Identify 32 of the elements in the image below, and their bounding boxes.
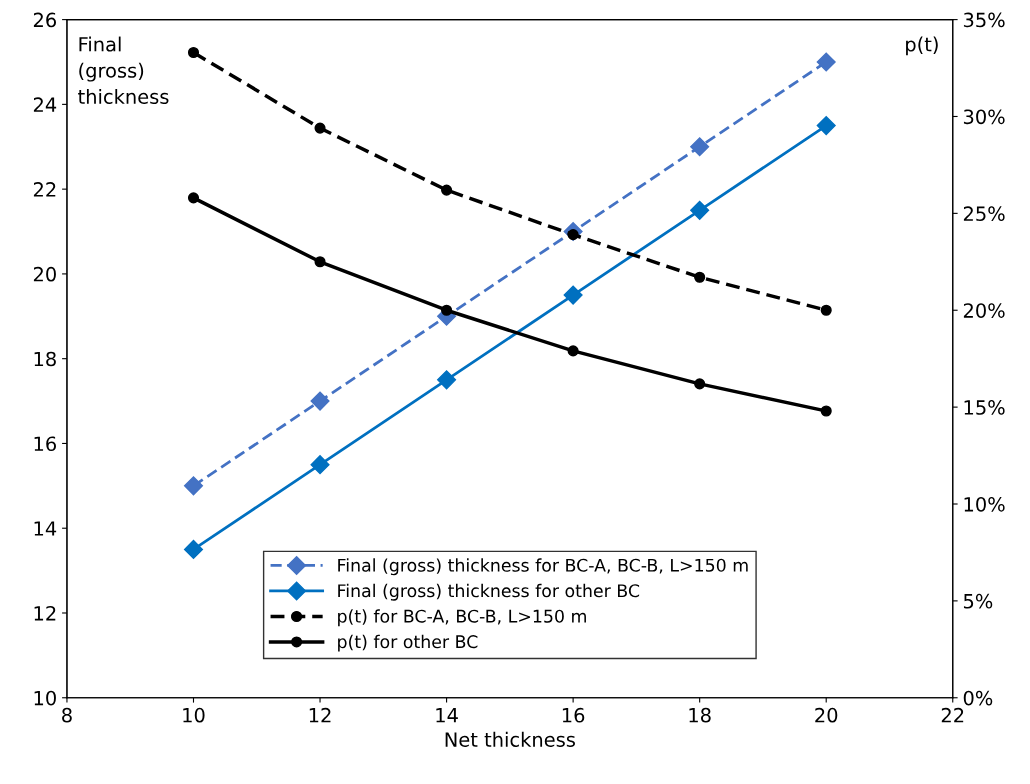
y-tick-label: 26 (33, 12, 56, 28)
y2-axis-title: p(t) (906, 36, 938, 56)
y2-tick-label: 10% (964, 496, 1005, 512)
x-tick-label: 12 (309, 707, 331, 723)
legend-label: Final (gross) thickness for BC-A, BC-B, L>150 m (338, 558, 748, 576)
y-tick-label: 22 (33, 182, 56, 197)
legend-label: p(t) for other BC (338, 634, 478, 652)
x-tick-label: 14 (436, 708, 458, 723)
y2-tick-label: 0% (963, 690, 993, 706)
y-tick-label: 12 (34, 605, 56, 621)
y2-tick-label: 15% (964, 400, 1005, 415)
x-tick-label: 8 (62, 707, 72, 723)
y2-tick-label: 25% (963, 206, 1005, 222)
y-axis-title: Final (gross) thickness (78, 36, 169, 105)
y-tick-label: 24 (33, 97, 57, 112)
y2-tick-label: 20% (963, 303, 1005, 318)
y-tick-label: 18 (34, 351, 56, 367)
y-tick-label: 14 (34, 521, 57, 536)
x-tick-label: 22 (941, 707, 964, 723)
x-axis-title: Net thickness (445, 731, 575, 747)
legend-label: p(t) for BC-A, BC-B, L>150 m (338, 609, 586, 627)
y-tick-label: 16 (34, 436, 56, 452)
y2-tick-label: 5% (963, 593, 993, 609)
y-tick-label: 10 (34, 690, 56, 706)
x-tick-label: 18 (689, 707, 711, 723)
y-tick-label: 20 (33, 266, 56, 282)
y2-tick-label: 35% (963, 12, 1005, 28)
x-tick-label: 10 (183, 707, 205, 723)
x-tick-label: 20 (815, 707, 838, 723)
y2-tick-label: 30% (963, 109, 1005, 125)
x-tick-label: 16 (562, 707, 585, 723)
legend-label: Final (gross) thickness for other BC (338, 583, 640, 601)
